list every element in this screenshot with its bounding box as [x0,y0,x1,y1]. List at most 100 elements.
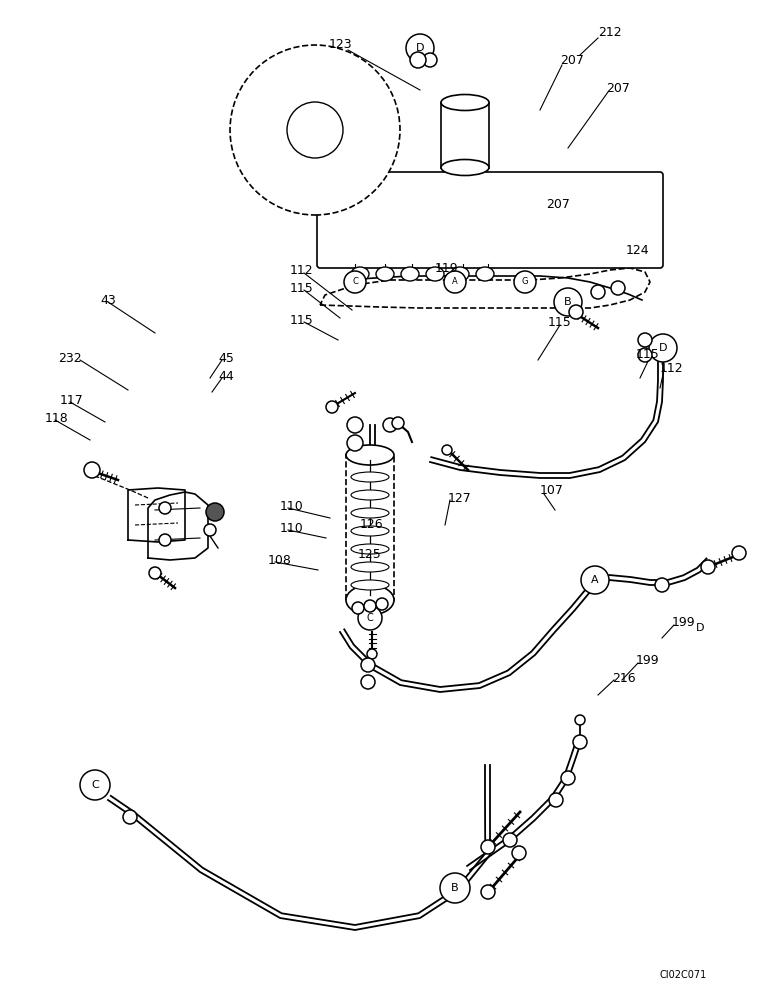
Circle shape [514,271,536,293]
Ellipse shape [346,445,394,465]
Circle shape [347,435,363,451]
Text: CI02C071: CI02C071 [660,970,708,980]
Text: 126: 126 [360,518,384,530]
Ellipse shape [351,526,389,536]
Circle shape [444,271,466,293]
Text: 199: 199 [636,654,660,666]
Text: 112: 112 [290,263,314,276]
Circle shape [503,833,517,847]
Circle shape [344,271,366,293]
Circle shape [287,102,343,158]
Circle shape [149,567,161,579]
Circle shape [481,840,495,854]
Circle shape [549,793,563,807]
Circle shape [204,524,216,536]
Ellipse shape [351,490,389,500]
Circle shape [581,566,609,594]
Text: C: C [352,277,358,286]
Circle shape [561,771,575,785]
Circle shape [367,649,377,659]
FancyBboxPatch shape [317,172,663,268]
Circle shape [410,52,426,68]
Text: 125: 125 [358,548,382,562]
Text: 107: 107 [540,484,564,496]
Circle shape [591,285,605,299]
Text: B: B [451,883,459,893]
Circle shape [481,885,495,899]
Circle shape [440,873,470,903]
Text: 124: 124 [626,243,650,256]
Circle shape [575,715,585,725]
Circle shape [655,578,669,592]
Circle shape [406,34,434,62]
Circle shape [361,675,375,689]
Text: 207: 207 [560,53,584,66]
Text: 115: 115 [548,316,572,328]
Text: G: G [522,277,528,286]
Ellipse shape [351,267,369,281]
Ellipse shape [351,472,389,482]
Circle shape [84,462,100,478]
Text: 212: 212 [598,25,622,38]
Circle shape [554,288,582,316]
Text: 110: 110 [280,499,304,512]
Circle shape [364,600,376,612]
Circle shape [649,334,677,362]
Text: 117: 117 [60,393,84,406]
Ellipse shape [351,580,389,590]
Circle shape [80,770,110,800]
Text: D: D [416,43,424,53]
Text: 44: 44 [218,369,234,382]
Text: 43: 43 [100,294,116,306]
Ellipse shape [401,267,419,281]
Circle shape [230,45,400,215]
Circle shape [376,598,388,610]
Text: 207: 207 [606,82,630,95]
Circle shape [352,602,364,614]
Text: 216: 216 [612,672,635,684]
Circle shape [573,735,587,749]
Text: 123: 123 [328,38,352,51]
Text: 115: 115 [290,282,314,294]
Text: 115: 115 [290,314,314,326]
Text: D: D [696,623,705,633]
Circle shape [732,546,746,560]
Circle shape [159,534,171,546]
Circle shape [159,502,171,514]
Ellipse shape [376,267,394,281]
Text: 199: 199 [672,615,695,629]
Text: 110: 110 [280,522,304,534]
Ellipse shape [441,159,489,176]
Circle shape [361,658,375,672]
Text: 115: 115 [636,349,660,361]
Circle shape [347,417,363,433]
Circle shape [206,503,224,521]
Text: 112: 112 [660,361,684,374]
Circle shape [638,333,652,347]
Circle shape [638,348,652,362]
Text: A: A [452,277,458,286]
Circle shape [123,810,137,824]
Circle shape [569,305,583,319]
Text: 207: 207 [546,198,570,212]
Ellipse shape [351,508,389,518]
Text: 45: 45 [218,352,234,364]
Text: 127: 127 [448,491,472,504]
Ellipse shape [476,267,494,281]
Ellipse shape [351,562,389,572]
Circle shape [611,281,625,295]
Text: B: B [564,297,572,307]
Text: 119: 119 [435,261,458,274]
Text: 118: 118 [45,412,68,424]
Ellipse shape [451,267,469,281]
Text: D: D [659,343,667,353]
Circle shape [383,418,397,432]
Circle shape [423,53,437,67]
Circle shape [442,445,452,455]
Circle shape [392,417,404,429]
Circle shape [701,560,715,574]
Circle shape [512,846,526,860]
Circle shape [358,606,382,630]
Ellipse shape [346,585,394,615]
Text: 108: 108 [268,554,292,566]
